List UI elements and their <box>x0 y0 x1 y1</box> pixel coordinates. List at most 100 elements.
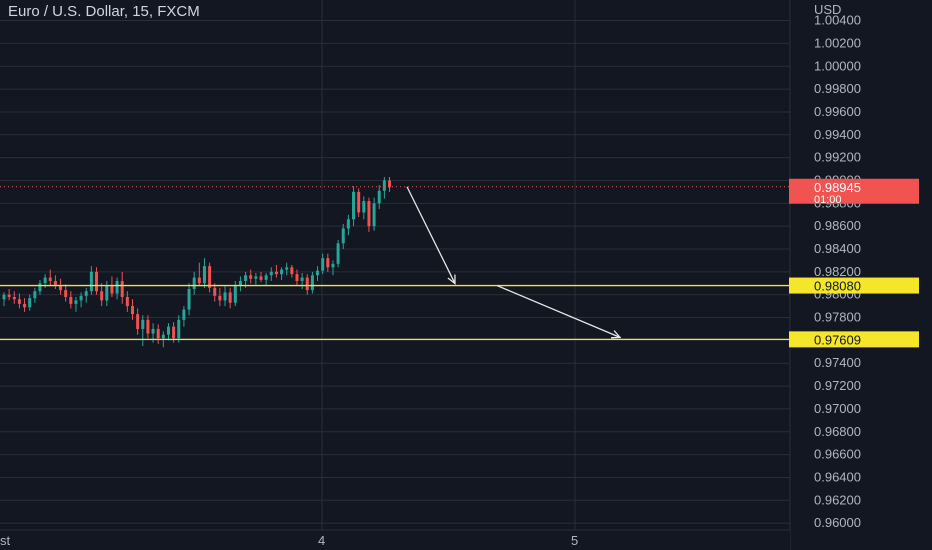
candle <box>23 298 27 312</box>
candle-body <box>331 263 335 268</box>
candle <box>264 272 268 286</box>
candle-body <box>100 291 104 301</box>
candle <box>310 271 314 294</box>
projection-arrow[interactable] <box>496 284 622 339</box>
candle <box>156 324 160 344</box>
candle-body <box>84 291 88 296</box>
projection-arrow[interactable] <box>406 186 456 285</box>
candle <box>388 177 391 192</box>
candle <box>228 287 232 309</box>
candle-body <box>336 243 340 264</box>
candle <box>89 266 93 295</box>
candle-body <box>146 319 150 334</box>
price-tick-label: 1.00200 <box>814 35 861 50</box>
candle-body <box>254 276 258 279</box>
time-tick-label: st <box>0 533 11 548</box>
candle <box>28 294 32 311</box>
candle-body <box>249 275 253 279</box>
candle <box>346 214 350 236</box>
candle-body <box>151 328 155 334</box>
arrow-head <box>610 330 622 339</box>
candle-body <box>43 277 47 284</box>
price-tick-label: 0.99600 <box>814 104 861 119</box>
candle <box>285 262 289 276</box>
symbol-title: Euro / U.S. Dollar, 15, FXCM <box>8 3 200 20</box>
price-tick-label: 0.98600 <box>814 218 861 233</box>
price-tick-label: 0.99400 <box>814 127 861 142</box>
price-axis[interactable]: USD 1.00400 1.00200 1.00000 0.99800 0.99600 0… <box>789 0 932 550</box>
candle-body <box>120 280 124 297</box>
arrow-head <box>447 274 456 285</box>
candle-body <box>48 277 52 281</box>
candle-body <box>218 295 222 301</box>
candle-body <box>264 275 268 280</box>
candle-body <box>38 283 42 292</box>
candle-body <box>89 271 93 292</box>
candle <box>372 197 376 231</box>
candle <box>125 291 129 312</box>
candle <box>95 267 99 295</box>
candle-body <box>17 299 21 304</box>
candle <box>213 283 217 302</box>
candle-body <box>95 271 99 292</box>
candle <box>53 275 57 289</box>
candle-body <box>316 270 320 276</box>
time-tick-label: 5 <box>571 533 578 548</box>
candle <box>141 315 145 347</box>
candle <box>166 323 170 341</box>
last-price-badge <box>789 178 919 204</box>
candle <box>352 186 356 227</box>
price-tick-label: 0.99200 <box>814 150 861 165</box>
candle-body <box>136 314 140 329</box>
horizontal-levels[interactable] <box>0 284 790 341</box>
candle-body <box>28 298 32 308</box>
time-axis[interactable]: st 4 5 <box>0 529 790 550</box>
candle-body <box>362 201 366 213</box>
candle <box>218 287 222 307</box>
candle <box>136 308 140 335</box>
candle-body <box>223 292 227 301</box>
candle-body <box>269 271 273 276</box>
candle-body <box>59 285 63 291</box>
price-tick-label: 0.96600 <box>814 447 861 462</box>
candle-body <box>346 219 350 229</box>
candle <box>377 185 381 210</box>
candle <box>238 276 242 292</box>
candle-body <box>161 334 165 339</box>
candle-body <box>125 296 129 307</box>
price-axis-background <box>790 0 932 550</box>
candle-body <box>233 285 237 303</box>
price-tick-label: 1.00000 <box>814 58 861 73</box>
candle-body <box>377 190 381 204</box>
candle <box>79 292 83 308</box>
candle-body <box>23 303 27 308</box>
candle <box>249 269 253 284</box>
last-price-label: 0.98945 <box>814 180 861 195</box>
candle <box>110 276 114 297</box>
candle <box>367 197 371 232</box>
candle-body <box>110 285 114 294</box>
projection-arrows[interactable] <box>406 186 622 339</box>
candle-body <box>197 277 201 284</box>
level-price-label: 0.97609 <box>814 332 861 347</box>
level-price-badge <box>789 331 919 348</box>
candle-body <box>172 326 176 339</box>
candle <box>33 287 37 303</box>
candle-body <box>352 191 356 220</box>
candle-body <box>310 275 314 291</box>
candle <box>336 239 340 268</box>
candle-body <box>7 294 11 297</box>
price-tick-label: 0.96000 <box>814 515 861 530</box>
level-price-label: 0.98080 <box>814 279 861 294</box>
candle <box>223 285 227 307</box>
price-tick-label: 0.97400 <box>814 355 861 370</box>
candle <box>290 265 294 278</box>
candle <box>12 291 16 304</box>
candle-body <box>74 300 78 304</box>
candle-body <box>141 319 145 329</box>
price-tick-label: 0.97200 <box>814 378 861 393</box>
